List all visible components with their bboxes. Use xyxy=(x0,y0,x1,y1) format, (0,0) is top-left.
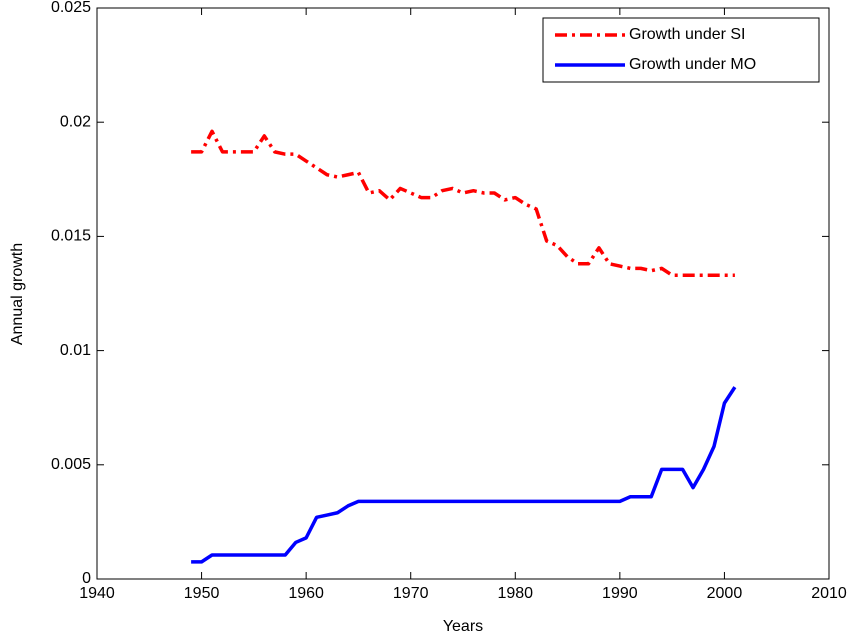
data-line xyxy=(191,386,737,564)
legend-label: Growth under MO xyxy=(629,56,756,73)
x-tick-label: 1950 xyxy=(184,585,220,602)
x-tick-label: 1990 xyxy=(602,585,638,602)
data-line xyxy=(191,129,735,277)
y-tick-label: 0.02 xyxy=(60,113,91,130)
x-axis-label: Years xyxy=(443,618,483,635)
plot-area xyxy=(96,7,830,580)
x-tick-label: 1960 xyxy=(288,585,324,602)
x-tick-label: 1970 xyxy=(393,585,429,602)
y-axis-label: Annual growth xyxy=(9,243,26,345)
x-tick-label: 1980 xyxy=(497,585,533,602)
x-tick-label: 2010 xyxy=(811,585,847,602)
x-tick-label: 1940 xyxy=(79,585,115,602)
y-tick-label: 0.005 xyxy=(51,456,91,473)
legend-box xyxy=(542,17,820,83)
legend-label: Growth under SI xyxy=(629,26,746,43)
y-tick-label: 0 xyxy=(82,570,91,587)
y-tick-label: 0.025 xyxy=(51,0,91,16)
x-tick-label: 2000 xyxy=(707,585,743,602)
y-tick-label: 0.01 xyxy=(60,342,91,359)
y-tick-label: 0.015 xyxy=(51,228,91,245)
